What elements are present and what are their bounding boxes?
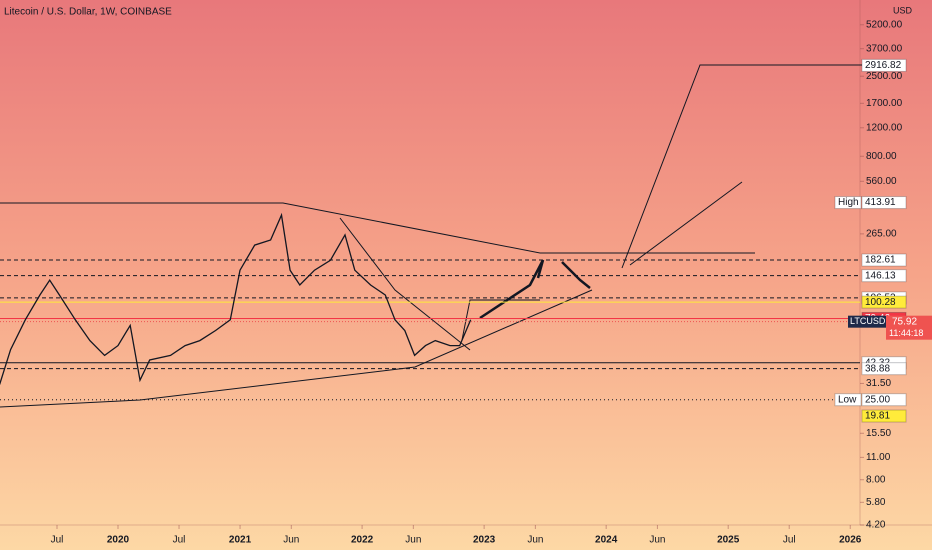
- price-label-box: [861, 362, 907, 376]
- price-label: 146.13: [865, 270, 896, 281]
- price-label-box: [861, 58, 907, 72]
- last-price: 75.92: [892, 316, 917, 327]
- trend-line: [0, 202, 755, 254]
- y-tick-label: 1200.00: [866, 122, 903, 133]
- trend-line: [0, 289, 593, 408]
- x-tick-label: Jul: [173, 535, 186, 546]
- symbol-tag-box: [848, 315, 886, 328]
- x-tick-label: Jun: [649, 535, 665, 546]
- y-tick-label: 5.80: [866, 497, 886, 508]
- x-tick-label: Jun: [283, 535, 299, 546]
- currency: USD: [893, 5, 913, 15]
- y-tick-label: 8.00: [866, 474, 886, 485]
- price-tag-box: [834, 196, 862, 210]
- y-tick-label: 15.50: [866, 428, 891, 439]
- projection: [621, 64, 880, 269]
- countdown: 11:44:18: [889, 328, 923, 338]
- price-label: 413.91: [865, 197, 896, 208]
- y-tick-label: 800.00: [866, 151, 897, 162]
- price-label: 182.61: [865, 255, 896, 266]
- x-tick-label: Jun: [527, 535, 543, 546]
- x-tick-label: 2022: [351, 535, 374, 546]
- chart-title: Litecoin / U.S. Dollar, 1W, COINBASE: [4, 7, 172, 18]
- price-label: 2916.82: [865, 60, 902, 71]
- y-tick-label: 3700.00: [866, 43, 903, 54]
- x-tick-label: 2023: [473, 535, 496, 546]
- price-label-box: [861, 269, 907, 283]
- x-tick-label: Jul: [51, 535, 64, 546]
- trend-line: [461, 299, 540, 341]
- x-tick-label: Jul: [783, 535, 796, 546]
- price-label-box: [861, 196, 907, 210]
- price-label-box: [861, 393, 907, 407]
- x-tick-label: 2025: [717, 535, 740, 546]
- x-tick-label: 2024: [595, 535, 618, 546]
- y-tick-label: 31.50: [866, 378, 891, 389]
- price-label-box: [861, 409, 907, 423]
- y-tick-label: 2500.00: [866, 71, 903, 82]
- projection: [561, 261, 591, 289]
- y-tick-label: 560.00: [866, 176, 897, 187]
- price-label: 38.88: [865, 363, 890, 374]
- x-tick-label: 2021: [229, 535, 252, 546]
- y-tick-label: 4.20: [866, 520, 886, 531]
- y-tick-label: 11.00: [866, 452, 891, 463]
- price-tag-box: [834, 393, 862, 407]
- price-tag: High: [838, 197, 859, 208]
- projection: [479, 259, 545, 320]
- price-label: 25.00: [865, 394, 890, 405]
- last-price-box: [886, 315, 932, 340]
- x-tick-label: Jun: [405, 535, 421, 546]
- x-tick-label: 2026: [839, 535, 862, 546]
- x-tick-label: 2020: [107, 535, 130, 546]
- projection: [629, 181, 743, 266]
- price-label-box: [861, 253, 907, 267]
- price-tag: Low: [838, 394, 857, 405]
- symbol-tag: LTCUSD: [850, 316, 886, 326]
- drawings: [0, 64, 880, 408]
- y-tick-label: 1700.00: [866, 98, 903, 109]
- trend-line: [339, 217, 471, 351]
- y-tick-label: 5200.00: [866, 19, 903, 30]
- price-label: 19.81: [865, 411, 890, 422]
- price-line: [0, 212, 472, 385]
- price-label-box: [861, 295, 907, 309]
- y-tick-label: 265.00: [866, 229, 897, 240]
- price-label: 100.28: [865, 297, 896, 308]
